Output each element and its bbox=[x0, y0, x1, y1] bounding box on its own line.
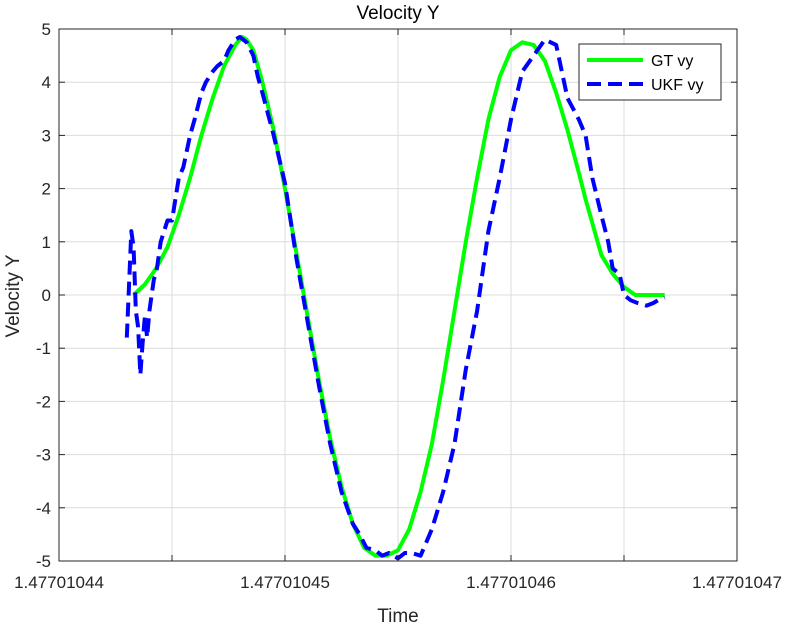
y-tick-label: 3 bbox=[42, 126, 51, 145]
legend-label: UKF vy bbox=[651, 77, 703, 94]
series-line-gt-vy bbox=[132, 34, 665, 558]
y-tick-label: -2 bbox=[36, 392, 51, 411]
y-tick-label: -1 bbox=[36, 339, 51, 358]
legend-box bbox=[578, 43, 722, 101]
y-tick-labels: -5 -4 -3 -2 -1 0 1 2 3 4 5 bbox=[36, 20, 51, 571]
legend: GT vy UKF vy bbox=[578, 43, 722, 101]
y-tick-label: -3 bbox=[36, 446, 51, 465]
x-tick-label: 1.47701047 bbox=[692, 573, 782, 592]
y-tick-label: 2 bbox=[42, 180, 51, 199]
y-tick-label: 1 bbox=[42, 233, 51, 252]
x-tick-label: 1.47701045 bbox=[240, 573, 330, 592]
x-tick-label: 1.47701044 bbox=[14, 573, 104, 592]
y-tick-label: 0 bbox=[42, 286, 51, 305]
series-layer bbox=[124, 34, 666, 561]
y-tick-label: 4 bbox=[42, 73, 51, 92]
chart-title: Velocity Y bbox=[356, 3, 439, 24]
x-tick-labels: 1.47701044 1.47701045 1.47701046 1.47701047 bbox=[14, 573, 782, 592]
y-axis-label: Velocity Y bbox=[3, 254, 24, 337]
y-tick-label: -4 bbox=[36, 499, 51, 518]
y-tick-label: -5 bbox=[36, 552, 51, 571]
x-tick-label: 1.47701046 bbox=[466, 573, 556, 592]
x-axis-label: Time bbox=[377, 606, 419, 626]
axis-ticks bbox=[58, 28, 738, 562]
series-line-ukf-vy bbox=[124, 34, 666, 561]
legend-label: GT vy bbox=[651, 53, 693, 70]
y-tick-label: 5 bbox=[42, 20, 51, 39]
